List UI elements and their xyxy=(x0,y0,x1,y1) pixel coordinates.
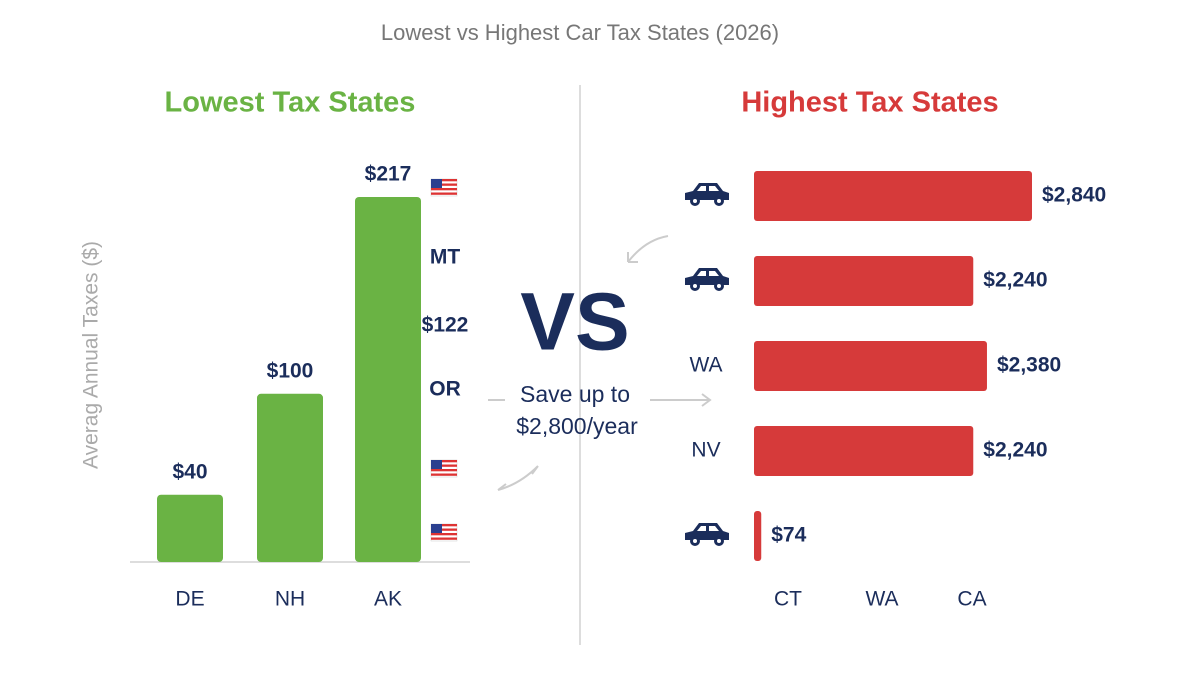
flag-stripe xyxy=(431,524,457,527)
annotation: MT xyxy=(430,246,460,269)
page-title: Lowest vs Highest Car Tax States (2026) xyxy=(381,20,779,45)
car-hub xyxy=(717,199,721,203)
car-icon xyxy=(685,268,729,291)
chart-title: Lowest Tax States xyxy=(165,87,416,119)
x-tick-label: NH xyxy=(275,588,305,611)
flag-stripe xyxy=(431,469,457,472)
car-hub xyxy=(717,539,721,543)
y-axis-label: Averag Annual Taxes ($) xyxy=(80,241,103,469)
value-label: $40 xyxy=(172,460,207,483)
flag-stripe xyxy=(431,183,457,186)
car-window xyxy=(697,526,719,531)
flag-icon xyxy=(430,178,458,197)
flag-stripe xyxy=(431,528,457,531)
savings-text: $2,800/year xyxy=(516,413,638,439)
x-label: CT xyxy=(774,588,802,611)
bar xyxy=(355,197,421,562)
x-label: WA xyxy=(865,588,898,611)
decorative-arrows xyxy=(488,235,712,491)
x-label: CA xyxy=(957,588,986,611)
car-body xyxy=(685,268,729,285)
flag-stripe xyxy=(431,473,457,476)
bar xyxy=(754,341,987,391)
flag-stripe xyxy=(431,192,457,195)
car-icon xyxy=(685,183,729,206)
bar xyxy=(754,171,1032,221)
y-tick-label: NV xyxy=(691,439,720,462)
vs-text: VS xyxy=(520,277,629,368)
annotation: OR xyxy=(429,378,461,401)
car-hub xyxy=(693,539,697,543)
flag-stripe xyxy=(431,533,457,536)
bar xyxy=(257,393,323,562)
value-label: $2,240 xyxy=(983,439,1047,462)
x-tick-label: DE xyxy=(175,588,204,611)
value-label: $2,240 xyxy=(983,269,1047,292)
savings-text: Save up to xyxy=(520,381,630,407)
annotation: $122 xyxy=(422,314,469,337)
value-label: $74 xyxy=(771,524,806,547)
bar xyxy=(754,426,974,476)
flag-stripe xyxy=(431,537,457,540)
bar xyxy=(754,511,762,561)
car-hub xyxy=(693,199,697,203)
car-body xyxy=(685,183,729,200)
value-label: $217 xyxy=(365,163,412,186)
flag-stripe xyxy=(431,460,457,463)
bar xyxy=(157,494,223,562)
bar xyxy=(754,256,974,306)
flag-canton xyxy=(431,524,442,533)
flag-stripe xyxy=(431,179,457,182)
car-icon xyxy=(685,523,729,546)
flag-canton xyxy=(431,460,442,469)
value-label: $2,840 xyxy=(1042,184,1106,207)
flag-stripe xyxy=(431,188,457,191)
car-hub xyxy=(693,284,697,288)
car-window xyxy=(697,271,719,276)
car-window xyxy=(697,186,719,191)
y-tick-label: WA xyxy=(689,354,722,377)
x-tick-label: AK xyxy=(374,588,402,611)
flag-icon xyxy=(430,459,458,478)
value-label: $100 xyxy=(267,359,314,382)
flag-stripe xyxy=(431,464,457,467)
flag-icon xyxy=(430,523,458,542)
chart-title: Highest Tax States xyxy=(741,87,998,119)
car-hub xyxy=(717,284,721,288)
car-body xyxy=(685,523,729,540)
flag-canton xyxy=(431,179,442,188)
value-label: $2,380 xyxy=(997,354,1061,377)
